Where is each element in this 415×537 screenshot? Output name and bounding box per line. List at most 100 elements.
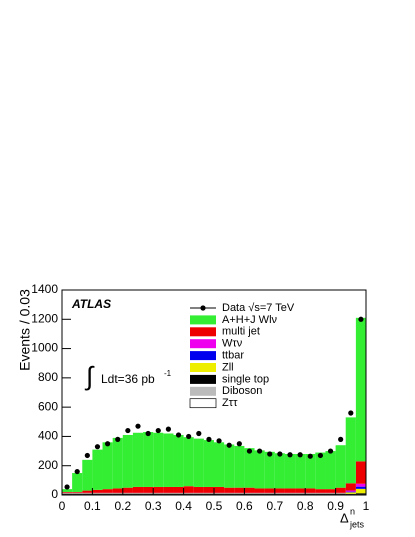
histogram-bar bbox=[224, 493, 235, 495]
histogram-bar bbox=[295, 493, 306, 495]
histogram-bar bbox=[122, 434, 133, 488]
histogram-bar bbox=[224, 444, 235, 488]
histogram-bar bbox=[244, 487, 255, 493]
histogram-bar bbox=[315, 489, 326, 493]
data-point bbox=[186, 433, 192, 440]
histogram-bar bbox=[284, 454, 296, 489]
x-tick-label: 0.2 bbox=[114, 499, 131, 513]
y-tick-label: 200 bbox=[38, 458, 58, 472]
x-tick-label: 0.7 bbox=[266, 499, 283, 513]
histogram-bar bbox=[183, 486, 194, 493]
y-tick-label: 1000 bbox=[31, 341, 58, 355]
x-tick-label: 0.1 bbox=[84, 499, 101, 513]
histogram-bar bbox=[355, 483, 366, 487]
histogram-bar bbox=[102, 442, 113, 490]
histogram-bar bbox=[315, 493, 326, 495]
data-point bbox=[216, 438, 222, 444]
legend-label: Zττ bbox=[222, 397, 238, 409]
histogram-bar bbox=[335, 493, 346, 495]
histogram-bar bbox=[305, 454, 316, 489]
data-point bbox=[297, 452, 303, 458]
data-point bbox=[135, 423, 141, 429]
x-tick-label: 0.8 bbox=[297, 499, 314, 513]
histogram-bar bbox=[305, 488, 316, 493]
histogram-bar bbox=[112, 493, 123, 495]
legend-swatch bbox=[190, 351, 216, 361]
y-tick-label: 400 bbox=[38, 429, 58, 443]
histogram-bar bbox=[173, 486, 184, 493]
histogram-bar bbox=[254, 488, 265, 493]
legend-swatch bbox=[189, 398, 217, 409]
histogram-bar bbox=[345, 490, 356, 492]
data-point bbox=[317, 452, 323, 459]
data-point bbox=[267, 451, 273, 457]
histogram-bar bbox=[274, 488, 285, 493]
histogram-bar bbox=[203, 493, 214, 495]
histogram-bar bbox=[163, 493, 174, 495]
legend-marker bbox=[200, 305, 206, 311]
histogram-bar bbox=[173, 493, 184, 495]
histogram-bar bbox=[355, 488, 366, 494]
histogram-bar bbox=[234, 445, 245, 488]
data-point bbox=[175, 432, 182, 438]
x-tick-label: 0.5 bbox=[206, 499, 223, 513]
histogram-bar bbox=[62, 492, 73, 493]
lumi-integral: ∫ bbox=[84, 361, 95, 391]
histogram-bar bbox=[92, 489, 103, 493]
lumi-text: Ldt=36 pb bbox=[101, 372, 155, 386]
histogram-bar bbox=[112, 437, 123, 489]
data-point bbox=[358, 316, 364, 322]
x-tick-label: 0 bbox=[59, 499, 66, 513]
histogram-bar bbox=[355, 317, 366, 462]
histogram-bar bbox=[214, 493, 225, 495]
histogram-bar bbox=[153, 486, 164, 493]
data-point bbox=[307, 453, 313, 459]
experiment-label: ATLAS bbox=[71, 297, 111, 311]
histogram-bar bbox=[203, 486, 214, 493]
data-point bbox=[236, 441, 242, 447]
histogram-bar bbox=[224, 487, 235, 493]
histogram-bar bbox=[72, 473, 83, 493]
histogram-bar bbox=[214, 486, 225, 493]
histogram-bar bbox=[163, 433, 174, 487]
histogram-bar bbox=[163, 486, 174, 493]
histogram-bar bbox=[122, 493, 133, 495]
histogram-bar bbox=[284, 493, 296, 495]
data-point bbox=[226, 442, 232, 448]
legend-label: Zll bbox=[222, 361, 234, 373]
histogram-bar bbox=[193, 486, 204, 493]
histogram-bar bbox=[62, 493, 73, 495]
histogram-bar bbox=[254, 493, 265, 495]
histogram-bar bbox=[335, 445, 346, 488]
x-tick-label: 0.6 bbox=[236, 499, 253, 513]
histogram-bar bbox=[82, 459, 93, 491]
histogram-bar bbox=[345, 417, 356, 484]
histogram-bar bbox=[153, 432, 164, 487]
histogram-bar bbox=[193, 438, 204, 487]
histogram-bar bbox=[244, 493, 255, 495]
histogram-bar bbox=[284, 488, 296, 493]
data-point bbox=[327, 448, 334, 454]
legend-label: Diboson bbox=[222, 385, 262, 397]
x-label-sup: n bbox=[350, 506, 355, 516]
histogram-bar bbox=[355, 486, 366, 489]
legend-label: A+H+J Wlν bbox=[222, 314, 278, 326]
histogram-bar bbox=[305, 493, 316, 495]
histogram-bar bbox=[183, 437, 194, 487]
data-point bbox=[277, 451, 283, 457]
data-point bbox=[155, 427, 161, 434]
data-point bbox=[338, 436, 344, 442]
y-tick-label: 0 bbox=[51, 487, 58, 501]
histogram-bar bbox=[244, 448, 255, 488]
histogram-bar bbox=[132, 432, 144, 487]
data-point bbox=[105, 441, 111, 447]
histogram-bar bbox=[345, 483, 356, 491]
histogram-bar bbox=[234, 493, 245, 495]
legend-swatch bbox=[190, 327, 216, 337]
histogram-bar bbox=[132, 493, 144, 495]
data-point bbox=[125, 427, 131, 434]
histogram-bar bbox=[193, 493, 204, 495]
histogram-bar bbox=[355, 461, 366, 484]
x-tick-label: 0.3 bbox=[145, 499, 162, 513]
